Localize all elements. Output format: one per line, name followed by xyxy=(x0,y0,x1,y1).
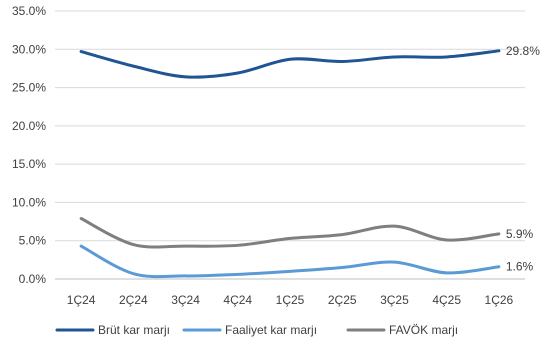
data-point xyxy=(132,65,135,68)
x-tick-label: 1Ç25 xyxy=(276,293,305,307)
x-tick-label: 3Ç24 xyxy=(171,293,200,307)
x-tick-label: 1Ç26 xyxy=(485,293,514,307)
legend-label: Brüt kar marjı xyxy=(98,323,170,337)
data-label-end: 1.6% xyxy=(506,260,534,274)
data-label-end: 29.8% xyxy=(506,44,540,58)
x-tick-label: 4Ç25 xyxy=(432,293,461,307)
x-tick-label: 1Ç24 xyxy=(67,293,96,307)
data-point xyxy=(289,237,292,240)
data-point xyxy=(341,233,344,236)
y-tick-label: 0.0% xyxy=(19,272,47,286)
x-tick-label: 3Ç25 xyxy=(380,293,409,307)
data-point xyxy=(184,75,187,78)
data-point xyxy=(184,245,187,248)
data-point xyxy=(236,244,239,247)
data-point xyxy=(497,49,500,52)
data-point xyxy=(132,243,135,246)
data-label-end: 5.9% xyxy=(506,227,534,241)
data-point xyxy=(497,232,500,235)
data-point xyxy=(341,60,344,63)
data-point xyxy=(393,225,396,228)
y-tick-label: 20.0% xyxy=(12,119,46,133)
data-point xyxy=(236,273,239,276)
data-point xyxy=(289,58,292,61)
data-point xyxy=(497,265,500,268)
series-line-3 xyxy=(79,217,501,249)
y-tick-label: 15.0% xyxy=(12,157,46,171)
x-tick-label: 4Ç24 xyxy=(223,293,252,307)
y-tick-label: 5.0% xyxy=(19,234,47,248)
data-point xyxy=(236,72,239,75)
y-tick-label: 35.0% xyxy=(12,4,46,18)
data-point xyxy=(80,245,83,248)
data-point xyxy=(445,55,448,58)
x-tick-label: 2Ç24 xyxy=(119,293,148,307)
data-point xyxy=(445,238,448,241)
data-point xyxy=(445,271,448,274)
data-point xyxy=(80,217,83,220)
data-point xyxy=(184,274,187,277)
legend-label: Faaliyet kar marjı xyxy=(225,323,317,337)
y-tick-label: 30.0% xyxy=(12,42,46,56)
series-line-1 xyxy=(79,49,501,79)
data-point xyxy=(393,55,396,58)
y-tick-label: 10.0% xyxy=(12,195,46,209)
y-tick-label: 25.0% xyxy=(12,81,46,95)
data-point xyxy=(393,261,396,264)
legend-label: FAVÖK marjı xyxy=(389,323,458,337)
data-point xyxy=(80,50,83,53)
x-tick-label: 2Ç25 xyxy=(328,293,357,307)
data-point xyxy=(341,266,344,269)
data-point xyxy=(132,272,135,275)
series-line-2 xyxy=(79,244,501,279)
data-point xyxy=(289,270,292,273)
